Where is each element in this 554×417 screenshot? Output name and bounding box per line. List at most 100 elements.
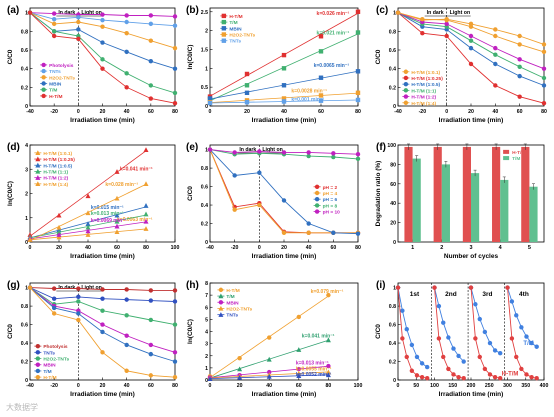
legend-label: H-T/M (1:2) <box>411 95 436 101</box>
y-axis-label: C/C0 <box>187 186 194 201</box>
data-point <box>446 335 451 340</box>
x-tick-label: 5 <box>528 245 531 251</box>
data-point <box>493 27 498 32</box>
legend-label: H-T/M (1:0.1) <box>411 70 440 76</box>
x-tick-label: 0 <box>397 383 400 389</box>
data-point <box>444 17 449 23</box>
data-point <box>100 66 105 71</box>
panel-label: (c) <box>376 5 388 16</box>
y-tick-label: 0.4 <box>389 67 396 73</box>
legend-marker <box>41 75 46 80</box>
y-tick-label: 0.6 <box>201 185 208 191</box>
x-axis-label: Irradiation time (min) <box>439 391 504 398</box>
y-tick-label: 0 <box>205 378 208 384</box>
data-point <box>267 335 272 340</box>
data-point <box>306 221 311 226</box>
bar-t-m <box>500 179 509 242</box>
series-tnts: k=0.001 min⁻¹ <box>207 97 361 106</box>
cycle-label: 1st <box>410 291 420 298</box>
data-point <box>400 336 405 341</box>
legend-label: Photolysis <box>49 63 74 69</box>
y-tick-label: 0.2 <box>389 360 396 366</box>
y-tick-label: 1 <box>205 366 208 372</box>
data-point <box>257 149 262 154</box>
data-point <box>51 286 57 291</box>
data-point <box>451 346 456 351</box>
legend-label: pH = 6 <box>323 197 338 203</box>
series-h-t-m-1-0-25-: k=0.041 min⁻¹ <box>27 147 153 237</box>
legend-label: MBIN <box>226 300 239 306</box>
x-tick-label: 80 <box>541 109 547 115</box>
legend-marker <box>35 350 41 355</box>
legend-marker <box>35 181 41 187</box>
x-tick-label: 0 <box>77 109 80 115</box>
data-point <box>404 354 409 360</box>
y-tick-label: 1 <box>393 11 396 17</box>
data-point <box>318 93 324 98</box>
x-tick-label: 350 <box>521 383 530 389</box>
x-axis-label: Irradiation time (min) <box>70 117 135 124</box>
x-tick-label: 60 <box>148 383 154 389</box>
data-point <box>27 232 33 237</box>
rate-constant-label: k=0.0069 min⁻¹ <box>91 218 127 224</box>
data-point <box>326 292 331 298</box>
legend-marker <box>35 150 41 156</box>
series-h-t-m: k=0.079 min⁻¹ <box>207 289 344 379</box>
data-point <box>281 198 287 203</box>
data-point <box>172 66 178 71</box>
bar-h-t-m <box>433 146 442 242</box>
x-tick-label: 40 <box>124 383 130 389</box>
data-point <box>266 374 272 379</box>
data-point <box>517 57 522 62</box>
data-point <box>409 342 415 348</box>
legend-label: pH = 4 <box>323 191 338 197</box>
data-point <box>207 147 213 152</box>
x-axis-label: Number of cycles <box>444 253 499 260</box>
x-tick-label: -40 <box>394 109 402 115</box>
data-point <box>524 334 529 339</box>
legend-marker <box>35 156 41 162</box>
x-tick-label: -20 <box>50 383 58 389</box>
x-tick-label: 150 <box>448 383 457 389</box>
chart-panel-6: (f) 0 20 40 60 80 100 1 2 3 4 5 Number of cycles Degr… <box>375 142 545 260</box>
data-point <box>420 17 425 22</box>
data-point <box>444 33 449 39</box>
data-point <box>207 96 213 101</box>
data-point <box>100 24 105 29</box>
x-tick-label: 80 <box>355 109 361 115</box>
legend-marker <box>35 362 41 367</box>
x-tick-label: -40 <box>26 383 34 389</box>
legend-label: H-T/M <box>226 288 239 294</box>
data-point <box>331 230 336 235</box>
chart-panel-7: (g) 0 0.2 0.4 0.6 0.8 1 -40 -20 0 20 40 60 80 Irradiat… <box>7 280 178 398</box>
data-point <box>76 299 81 304</box>
panel-label: (i) <box>376 280 385 291</box>
data-point <box>420 31 425 36</box>
legend-swatch <box>503 156 510 161</box>
series-line <box>397 287 537 379</box>
data-point <box>27 10 33 15</box>
rate-constant-label: k=0.013 min⁻¹ <box>91 211 124 217</box>
series-photolysis <box>27 285 178 293</box>
data-point <box>56 224 62 230</box>
data-point <box>237 374 243 380</box>
data-point <box>441 354 446 360</box>
data-point <box>541 101 547 106</box>
data-point <box>56 234 62 240</box>
cycle-label: 3rd <box>482 291 492 298</box>
x-tick-label: 60 <box>517 109 523 115</box>
y-tick-label: 0 <box>205 104 208 110</box>
legend: pH = 2pH = 4pH = 6pH = 8pH = 10 <box>313 184 340 216</box>
legend-marker <box>41 93 46 99</box>
series-ph-2 <box>207 147 361 235</box>
series-mbin: k=0.0065 min⁻¹ <box>207 63 361 101</box>
x-tick-label: 0 <box>258 245 261 251</box>
data-point <box>409 368 415 373</box>
y-tick-label: 0.6 <box>21 323 28 329</box>
x-axis-label: Irradiation time (min) <box>439 117 504 124</box>
y-axis-label: C/C0 <box>7 49 14 64</box>
y-tick-label: 40 <box>390 201 396 207</box>
legend-marker <box>314 197 320 202</box>
x-tick-label: 3 <box>469 245 472 251</box>
